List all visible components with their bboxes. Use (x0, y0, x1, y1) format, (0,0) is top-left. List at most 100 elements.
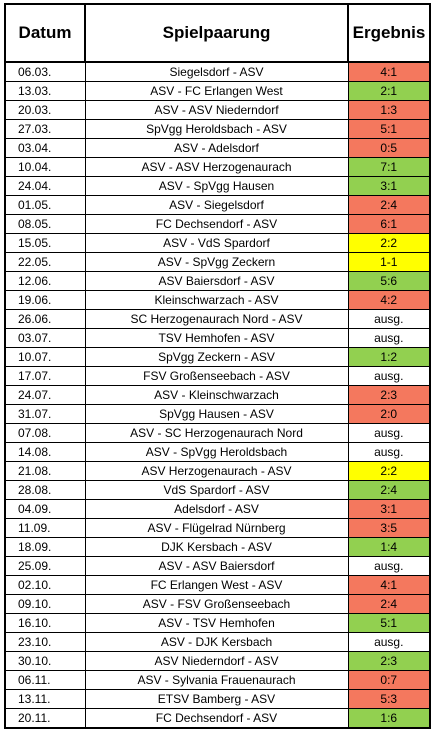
match-date: 08.05. (4, 214, 86, 234)
match-pairing: VdS Spardorf - ASV (84, 480, 349, 500)
match-result: ausg. (347, 556, 431, 576)
table-row: 03.07. TSV Hemhofen - ASV ausg. (4, 328, 431, 348)
match-result: ausg. (347, 632, 431, 652)
match-date: 22.05. (4, 252, 86, 272)
table-row: 28.08. VdS Spardorf - ASV 2:4 (4, 480, 431, 500)
match-result: ausg. (347, 442, 431, 462)
match-result: 2:3 (347, 385, 431, 405)
match-date: 14.08. (4, 442, 86, 462)
match-date: 10.04. (4, 157, 86, 177)
match-pairing: ASV - SpVgg Zeckern (84, 252, 349, 272)
match-date: 15.05. (4, 233, 86, 253)
table-row: 08.05. FC Dechsendorf - ASV 6:1 (4, 214, 431, 234)
match-result: 3:1 (347, 499, 431, 519)
match-result: 1:4 (347, 537, 431, 557)
match-date: 02.10. (4, 575, 86, 595)
match-result: 5:6 (347, 271, 431, 291)
table-row: 30.10. ASV Niederndorf - ASV 2:3 (4, 651, 431, 671)
table-row: 19.06. Kleinschwarzach - ASV 4:2 (4, 290, 431, 310)
table-row: 22.05. ASV - SpVgg Zeckern 1-1 (4, 252, 431, 272)
match-pairing: ASV - Adelsdorf (84, 138, 349, 158)
table-row: 10.04. ASV - ASV Herzogenaurach 7:1 (4, 157, 431, 177)
match-pairing: FC Erlangen West - ASV (84, 575, 349, 595)
match-date: 01.05. (4, 195, 86, 215)
match-date: 20.03. (4, 100, 86, 120)
table-row: 23.10. ASV - DJK Kersbach ausg. (4, 632, 431, 652)
table-row: 16.10. ASV - TSV Hemhofen 5:1 (4, 613, 431, 633)
match-date: 06.03. (4, 61, 86, 82)
match-pairing: ASV - TSV Hemhofen (84, 613, 349, 633)
match-date: 06.11. (4, 670, 86, 690)
match-pairing: ASV Baiersdorf - ASV (84, 271, 349, 291)
header-match: Spielpaarung (84, 3, 349, 63)
match-result: 1:6 (347, 708, 431, 729)
table-row: 02.10. FC Erlangen West - ASV 4:1 (4, 575, 431, 595)
schedule-container: Datum Spielpaarung Ergebnis 06.03. Siegel… (4, 3, 431, 729)
table-row: 20.11. FC Dechsendorf - ASV 1:6 (4, 708, 431, 729)
match-date: 09.10. (4, 594, 86, 614)
match-result: 4:2 (347, 290, 431, 310)
match-date: 27.03. (4, 119, 86, 139)
match-date: 30.10. (4, 651, 86, 671)
match-pairing: ASV - DJK Kersbach (84, 632, 349, 652)
match-result: 4:1 (347, 575, 431, 595)
match-pairing: TSV Hemhofen - ASV (84, 328, 349, 348)
match-result: 2:4 (347, 480, 431, 500)
match-result: 2:2 (347, 233, 431, 253)
match-date: 19.06. (4, 290, 86, 310)
table-row: 20.03. ASV - ASV Niederndorf 1:3 (4, 100, 431, 120)
match-pairing: ETSV Bamberg - ASV (84, 689, 349, 709)
match-pairing: ASV - SpVgg Heroldsbach (84, 442, 349, 462)
match-result: 2:4 (347, 594, 431, 614)
table-row: 06.11. ASV - Sylvania Frauenaurach 0:7 (4, 670, 431, 690)
match-pairing: SpVgg Hausen - ASV (84, 404, 349, 424)
match-pairing: SpVgg Heroldsbach - ASV (84, 119, 349, 139)
header-row: Datum Spielpaarung Ergebnis (4, 3, 431, 63)
match-pairing: Kleinschwarzach - ASV (84, 290, 349, 310)
match-date: 07.08. (4, 423, 86, 443)
match-date: 20.11. (4, 708, 86, 729)
match-date: 25.09. (4, 556, 86, 576)
match-date: 18.09. (4, 537, 86, 557)
match-date: 26.06. (4, 309, 86, 329)
match-result: ausg. (347, 328, 431, 348)
match-result: ausg. (347, 366, 431, 386)
table-row: 27.03. SpVgg Heroldsbach - ASV 5:1 (4, 119, 431, 139)
table-row: 10.07. SpVgg Zeckern - ASV 1:2 (4, 347, 431, 367)
match-pairing: ASV - SC Herzogenaurach Nord (84, 423, 349, 443)
match-date: 28.08. (4, 480, 86, 500)
match-pairing: ASV Niederndorf - ASV (84, 651, 349, 671)
table-row: 26.06. SC Herzogenaurach Nord - ASV ausg. (4, 309, 431, 329)
match-date: 03.07. (4, 328, 86, 348)
match-pairing: ASV - Kleinschwarzach (84, 385, 349, 405)
match-date: 24.07. (4, 385, 86, 405)
match-result: 0:7 (347, 670, 431, 690)
match-pairing: ASV - Flügelrad Nürnberg (84, 518, 349, 538)
match-date: 17.07. (4, 366, 86, 386)
table-row: 17.07. FSV Großenseebach - ASV ausg. (4, 366, 431, 386)
match-result: 3:1 (347, 176, 431, 196)
match-pairing: ASV - FSV Großenseebach (84, 594, 349, 614)
match-pairing: FC Dechsendorf - ASV (84, 214, 349, 234)
header-result: Ergebnis (347, 3, 431, 63)
match-pairing: ASV - Siegelsdorf (84, 195, 349, 215)
match-result: 2:2 (347, 461, 431, 481)
match-pairing: FC Dechsendorf - ASV (84, 708, 349, 729)
match-date: 21.08. (4, 461, 86, 481)
match-date: 04.09. (4, 499, 86, 519)
table-row: 13.03. ASV - FC Erlangen West 2:1 (4, 81, 431, 101)
table-row: 01.05. ASV - Siegelsdorf 2:4 (4, 195, 431, 215)
table-row: 07.08. ASV - SC Herzogenaurach Nord ausg. (4, 423, 431, 443)
match-result: ausg. (347, 309, 431, 329)
match-pairing: ASV - SpVgg Hausen (84, 176, 349, 196)
match-pairing: ASV - ASV Baiersdorf (84, 556, 349, 576)
match-pairing: SpVgg Zeckern - ASV (84, 347, 349, 367)
match-pairing: ASV - Sylvania Frauenaurach (84, 670, 349, 690)
match-date: 24.04. (4, 176, 86, 196)
table-row: 24.07. ASV - Kleinschwarzach 2:3 (4, 385, 431, 405)
match-pairing: ASV - ASV Herzogenaurach (84, 157, 349, 177)
table-row: 11.09. ASV - Flügelrad Nürnberg 3:5 (4, 518, 431, 538)
match-result: 5:3 (347, 689, 431, 709)
match-date: 13.11. (4, 689, 86, 709)
match-result: 0:5 (347, 138, 431, 158)
